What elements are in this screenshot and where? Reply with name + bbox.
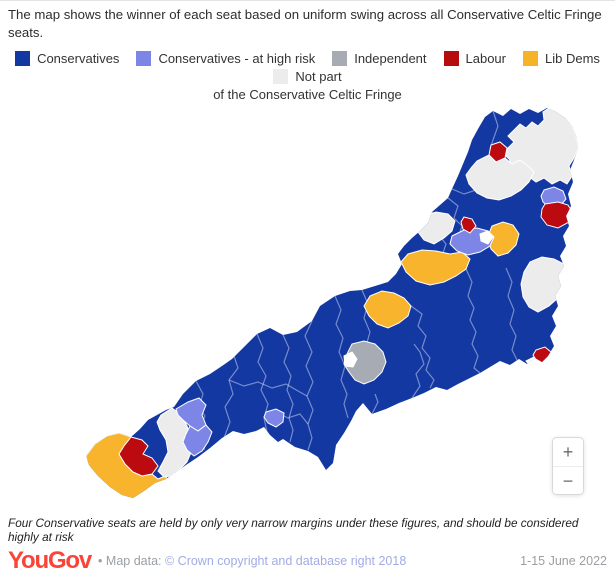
constituency-border-13 xyxy=(505,267,519,366)
zoom-out-button[interactable]: − xyxy=(553,466,583,494)
legend-swatch-labour xyxy=(443,51,459,66)
legend-item-lib-dems: Lib Dems xyxy=(523,51,600,66)
footer-note: Four Conservative seats are held by only… xyxy=(8,516,579,544)
legend-swatch-independent xyxy=(332,51,348,66)
crown-copyright-link[interactable]: © Crown copyright and database right 201… xyxy=(164,554,407,568)
legend-item-not-part: Not part xyxy=(273,69,342,84)
brand-row: YouGov • Map data: © Crown copyright and… xyxy=(8,549,607,573)
map-region-bath-notch xyxy=(479,230,494,245)
legend-label-not-part: Not part xyxy=(295,69,342,84)
map-region-cornwall-highrisk-s[interactable] xyxy=(182,424,213,457)
map-region-east-labour-large[interactable] xyxy=(540,201,574,229)
map-container[interactable]: + − xyxy=(0,104,615,514)
legend-item-conservatives: Conservatives xyxy=(15,51,119,66)
constituency-border-9 xyxy=(371,393,379,415)
credit-separator: • xyxy=(98,554,103,568)
map-description: The map shows the winner of each seat ba… xyxy=(8,7,602,40)
map-region-independent-notch xyxy=(343,351,358,368)
legend-label-labour: Labour xyxy=(465,51,506,66)
map-region-gloucester-labour[interactable] xyxy=(488,141,508,163)
constituency-border-7 xyxy=(334,295,349,419)
legend-swatch-high-risk xyxy=(136,51,152,66)
legend-swatch-lib-dems xyxy=(523,51,538,66)
legend-item-labour: Labour xyxy=(443,51,506,66)
yougov-logo: YouGov xyxy=(8,547,92,574)
constituency-border-5 xyxy=(228,379,308,397)
legend-wrap-line: of the Conservative Celtic Fringe xyxy=(213,87,402,102)
zoom-controls: + − xyxy=(552,437,584,495)
map-svg[interactable] xyxy=(0,104,615,514)
legend-item-independent: Independent xyxy=(332,51,427,66)
date-range: 1-15 June 2022 xyxy=(520,554,607,568)
constituency-border-10 xyxy=(410,305,435,389)
map-region-upper-libdem-large[interactable] xyxy=(400,249,471,286)
legend-label-conservatives: Conservatives xyxy=(37,51,120,66)
legend: Conservatives Conservatives - at high ris… xyxy=(6,51,609,102)
map-landmass-conservative-base[interactable] xyxy=(86,108,578,498)
constituency-border-11 xyxy=(411,343,425,399)
constituency-border-0 xyxy=(223,355,239,439)
legend-swatch-conservatives xyxy=(15,51,31,66)
map-region-mid-libdem[interactable] xyxy=(363,290,412,329)
footer: Four Conservative seats are held by only… xyxy=(8,516,607,573)
legend-label-lib-dems: Lib Dems xyxy=(545,51,600,66)
constituency-border-3 xyxy=(282,334,294,443)
legend-label-high-risk: Conservatives - at high risk xyxy=(158,51,316,66)
constituency-border-4 xyxy=(304,320,314,451)
map-regions-layer xyxy=(86,108,578,498)
map-data-label: Map data: xyxy=(105,554,162,568)
map-region-east-notpart[interactable] xyxy=(520,256,570,313)
map-region-coast-highrisk-small[interactable] xyxy=(263,408,285,428)
legend-label-independent: Independent xyxy=(354,51,427,66)
map-data-credit: • Map data: © Crown copyright and databa… xyxy=(98,554,406,568)
legend-item-high-risk: Conservatives - at high risk xyxy=(136,51,315,66)
zoom-in-button[interactable]: + xyxy=(553,438,583,466)
legend-swatch-not-part xyxy=(273,69,289,84)
map-region-sw-labour[interactable] xyxy=(118,436,159,477)
map-region-bath-labour-sliver[interactable] xyxy=(460,216,477,234)
constituency-border-12 xyxy=(465,268,481,374)
map-region-independent-seat[interactable] xyxy=(343,340,387,385)
